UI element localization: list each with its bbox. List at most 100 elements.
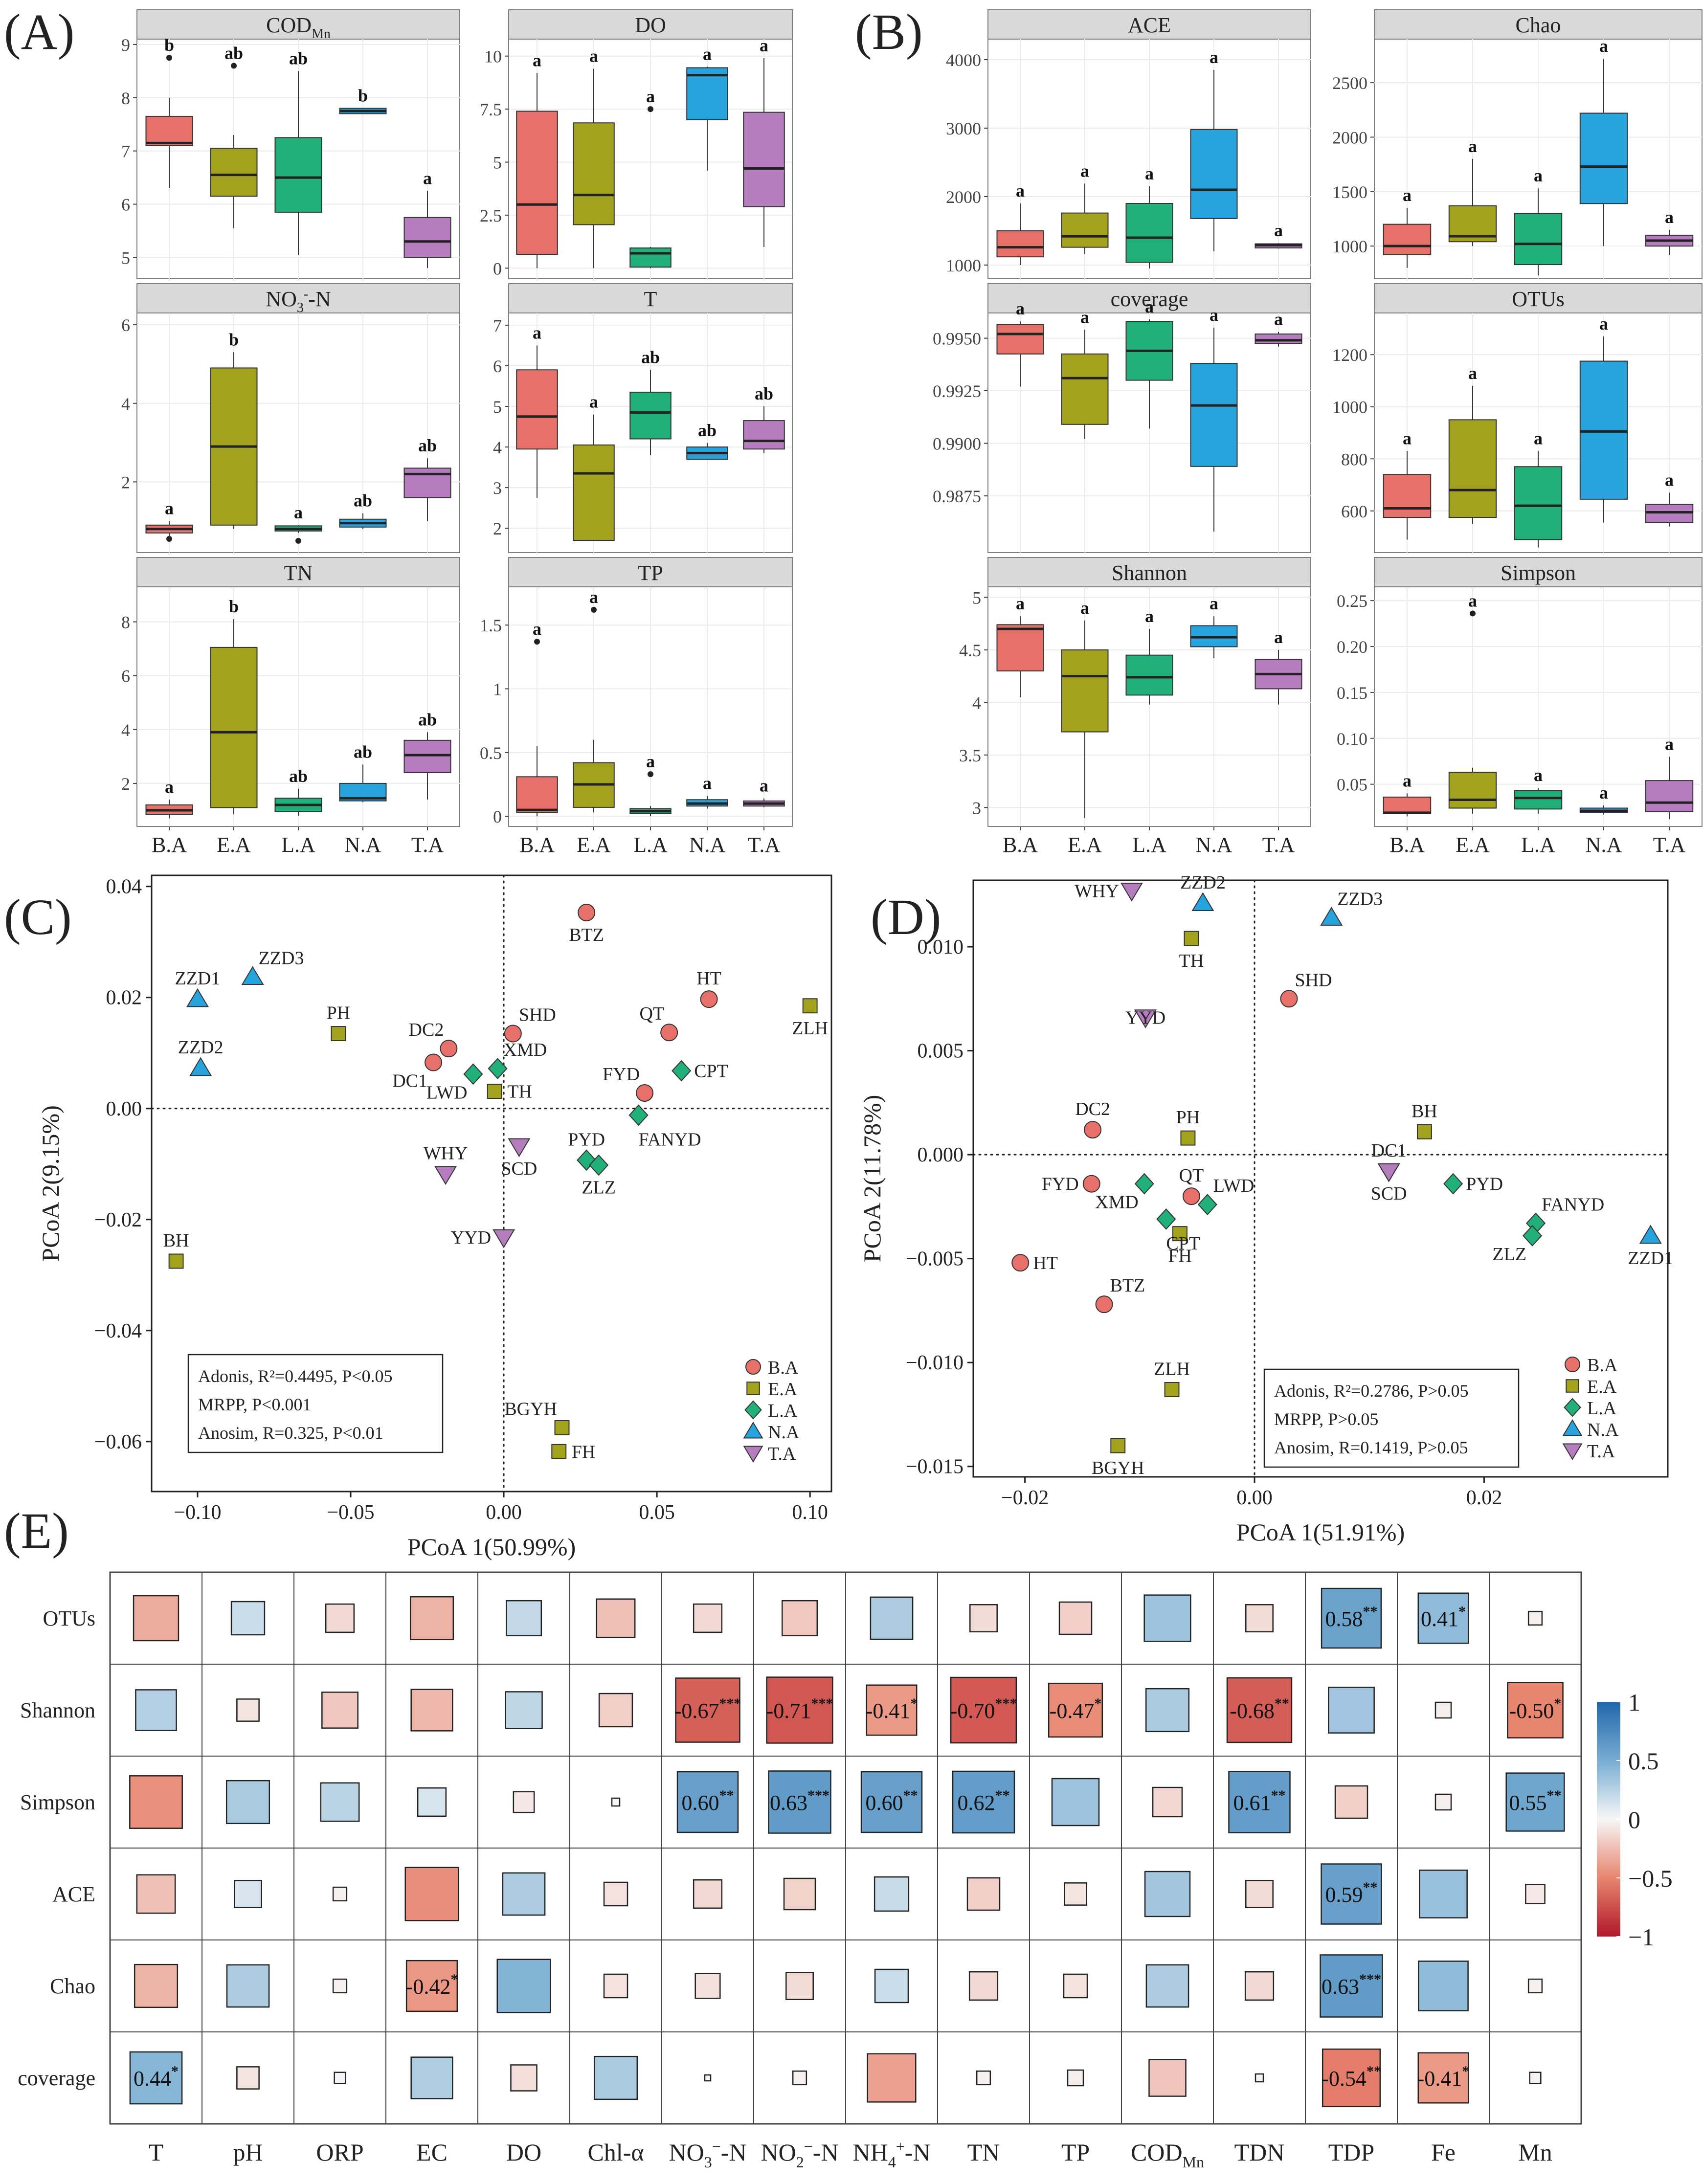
correlation-value-number: 0.60	[682, 1791, 719, 1815]
point-label: XMD	[1095, 1192, 1139, 1213]
sample-point: BTZ	[1095, 1275, 1145, 1314]
point-label: ZLH	[792, 1018, 828, 1039]
point-marker	[1156, 1208, 1176, 1230]
facet-strip	[508, 283, 793, 313]
correlation-cell	[1143, 1594, 1191, 1642]
point-marker	[1082, 1175, 1100, 1193]
point-marker	[1182, 1187, 1200, 1205]
y-tick-label: 0.04	[106, 876, 142, 898]
correlation-cell	[409, 1596, 454, 1641]
box-iqr	[629, 247, 672, 268]
column-label-sup: −	[804, 2138, 813, 2155]
point-marker	[589, 1154, 609, 1176]
x-tick-label: E.A	[217, 833, 251, 857]
correlation-cell	[1334, 1785, 1368, 1819]
point-marker	[1164, 1382, 1180, 1397]
box-N.A: a	[1190, 305, 1238, 532]
point-label: BH	[163, 1230, 189, 1251]
point-marker	[186, 988, 209, 1007]
stats-line: Adonis, R²=0.4495, P<0.05	[198, 1366, 392, 1386]
outlier-point	[648, 771, 653, 778]
box-iqr	[1579, 360, 1628, 500]
significance-letter: a	[1145, 297, 1154, 316]
significance-letter: a	[1534, 765, 1543, 785]
correlation-cell	[496, 1959, 551, 2013]
point-marker	[463, 1063, 483, 1085]
significance-stars: ***	[807, 1787, 829, 1804]
legend-label: B.A	[1587, 1355, 1618, 1376]
box-N.A: a	[1579, 36, 1628, 246]
x-tick-label: T.A	[748, 833, 781, 857]
sample-point: WHY	[1075, 881, 1143, 902]
column-label: EC	[416, 2139, 448, 2166]
correlation-cell	[136, 1874, 176, 1914]
legend-label: T.A	[1587, 1441, 1615, 1462]
y-tick-label: 7	[121, 142, 130, 161]
sample-point: QT	[1179, 1165, 1204, 1205]
stats-line: Anosim, R=0.325, P<0.01	[198, 1423, 383, 1443]
y-tick-label: 9	[121, 35, 130, 55]
row-label: Shannon	[20, 1698, 95, 1722]
correlation-heatmap: 0.58** 0.41*-0.67*** -0.71*** -0.41* -0.70**…	[18, 1571, 1673, 2171]
outlier-point	[166, 55, 172, 61]
column-label: TP	[1061, 2139, 1090, 2166]
correlation-cell	[1245, 1604, 1274, 1632]
x-tick-label: N.A	[689, 833, 726, 857]
correlation-value: -0.70***	[950, 1695, 1017, 1723]
correlation-cell	[781, 1600, 818, 1637]
point-marker	[168, 1253, 184, 1269]
point-label: ZZD1	[175, 968, 220, 989]
correlation-value: 0.63***	[1322, 1971, 1381, 1999]
correlation-cell	[236, 2066, 260, 2090]
point-marker	[1120, 882, 1143, 902]
box-T.A: ab	[743, 384, 785, 453]
y-tick-label: 2500	[1332, 73, 1367, 93]
point-marker	[802, 998, 818, 1014]
box-N.A: a	[1190, 594, 1238, 659]
y-tick-label: 5	[493, 153, 502, 173]
facet-title-text: DO	[635, 13, 666, 37]
y-tick-label: 1.5	[480, 616, 502, 635]
y-tick-label: −0.015	[906, 1456, 964, 1478]
point-label: CPT	[694, 1061, 728, 1082]
facet-chao: Chao 1000 1500 2000 2500 a a a a a	[1332, 9, 1703, 279]
stats-box: Adonis, R²=0.4495, P<0.05 MRPP, P<0.001 An…	[187, 1354, 444, 1453]
stats-line: Anosim, R=0.1419, P>0.05	[1274, 1438, 1468, 1457]
point-label: FYD	[603, 1064, 640, 1085]
correlation-value: 0.55**	[1509, 1787, 1562, 1815]
y-tick-label: 0.05	[1337, 775, 1367, 795]
column-label-sup: −	[712, 2138, 721, 2155]
box-L.A: a	[1514, 166, 1563, 276]
point-marker	[1197, 1194, 1217, 1216]
point-label: QT	[639, 1003, 664, 1024]
column-label-suffix: -N	[813, 2139, 839, 2166]
sample-point: TH	[1179, 931, 1204, 971]
box-L.A: a	[1514, 765, 1563, 814]
y-tick-label: 0.02	[106, 987, 142, 1009]
correlation-cell	[1152, 1786, 1183, 1818]
point-marker	[1522, 1225, 1543, 1247]
point-label: PYD	[568, 1129, 605, 1150]
y-tick-label: 4000	[946, 50, 981, 70]
legend-label: N.A	[768, 1422, 800, 1443]
colorbar-tick-label: 0.5	[1628, 1747, 1659, 1775]
y-tick-label: 4	[972, 693, 981, 713]
significance-letter: a	[1145, 164, 1154, 183]
point-marker	[1084, 1121, 1102, 1139]
significance-letter: a	[1274, 310, 1283, 329]
legend-marker	[1562, 1419, 1583, 1436]
facet-title: TN	[284, 561, 313, 585]
y-tick-label: 0.00	[106, 1098, 142, 1120]
significance-letter: a	[533, 619, 541, 639]
x-tick-label: T.A	[411, 833, 444, 857]
significance-letter: a	[1274, 221, 1283, 240]
point-label: QT	[1179, 1165, 1204, 1186]
point-marker	[1095, 1295, 1113, 1314]
box-T.A: ab	[403, 436, 451, 521]
point-label: FYD	[1042, 1174, 1079, 1195]
y-tick-label: 10	[484, 47, 502, 67]
y-tick-label: 0.9900	[933, 434, 981, 453]
box-T.A: a	[743, 36, 785, 247]
correlation-value: -0.50*	[1509, 1695, 1562, 1723]
